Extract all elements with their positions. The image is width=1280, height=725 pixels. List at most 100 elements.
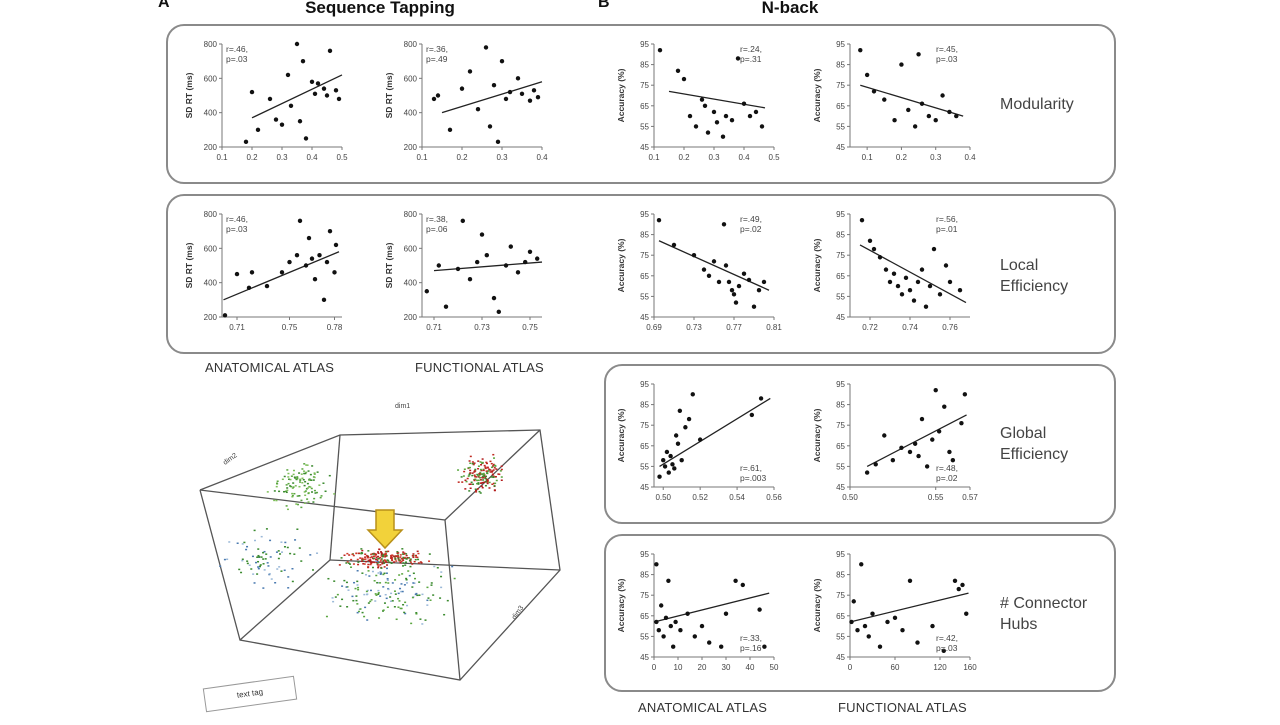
- data-point: [858, 47, 863, 53]
- data-point: [723, 113, 729, 119]
- data-point: [294, 41, 300, 47]
- cloud-point: [492, 476, 495, 479]
- cloud-point: [304, 480, 307, 483]
- cloud-point: [345, 586, 348, 588]
- cloud-point: [376, 560, 379, 563]
- regression-line: [223, 251, 340, 301]
- data-point: [443, 304, 449, 309]
- y-tick-label: 55: [640, 462, 649, 471]
- cloud-point: [373, 580, 376, 582]
- cloud-point: [291, 567, 294, 570]
- y-tick-label: 400: [204, 279, 218, 288]
- cloud-point: [246, 560, 249, 562]
- global-efficiency-label-line2: Efficiency: [1000, 446, 1069, 463]
- data-point: [882, 97, 887, 102]
- x-tick-label: 0.74: [902, 323, 918, 332]
- cloud-point: [397, 597, 400, 600]
- cloud-point: [401, 548, 404, 550]
- cloud-point: [348, 554, 351, 556]
- data-point: [871, 89, 877, 94]
- y-axis-label: Accuracy (%): [812, 68, 822, 122]
- cloud-point: [414, 554, 417, 557]
- data-point: [519, 91, 525, 96]
- local-efficiency-label-line2: Efficiency: [1000, 278, 1069, 295]
- y-tick-label: 200: [204, 313, 218, 322]
- cloud-point: [500, 465, 503, 467]
- cube-label-right: dim3: [511, 605, 525, 622]
- cloud-point: [275, 485, 278, 488]
- cloud-point: [469, 483, 472, 485]
- cloud-point: [351, 595, 354, 598]
- cloud-point: [361, 549, 364, 552]
- scatter-b-local-anatomical: 45 55 65 75 85 95 0.69 0.73 0.77 0.81 Accuracy (%)…: [612, 204, 782, 339]
- cloud-point: [280, 541, 283, 543]
- data-point: [907, 578, 913, 583]
- cloud-point: [477, 483, 480, 485]
- data-point: [723, 611, 729, 616]
- y-tick-label: 400: [204, 109, 218, 118]
- cloud-point: [300, 473, 303, 475]
- y-axis-label: Accuracy (%): [616, 578, 626, 632]
- cloud-point: [260, 556, 263, 558]
- scatter-b-local-functional: 45 55 65 75 85 95 0.72 0.74 0.76 Accuracy (%) r=.5…: [808, 204, 978, 339]
- cloud-point: [418, 594, 421, 596]
- data-point: [309, 79, 315, 84]
- data-point: [952, 578, 958, 583]
- cloud-point: [377, 552, 380, 555]
- cloud-point: [289, 478, 292, 481]
- cloud-point: [367, 563, 370, 566]
- x-tick-label: 0.1: [216, 153, 228, 162]
- stat-p-value: p=.49: [426, 54, 448, 64]
- cloud-point: [345, 562, 348, 564]
- a-functional-atlas-label: FUNCTIONAL ATLAS: [415, 360, 544, 375]
- data-point: [735, 56, 741, 61]
- cloud-point: [259, 564, 262, 566]
- data-point: [336, 96, 342, 102]
- data-point: [508, 244, 513, 249]
- cloud-point: [482, 472, 485, 475]
- scatter-svg: 45 55 65 75 85 95 0.1 0.2 0.3 0.4 Accuracy (%) r=.4…: [812, 40, 976, 162]
- data-point: [919, 267, 925, 272]
- cloud-point: [493, 464, 496, 467]
- cloud-point: [489, 469, 492, 471]
- cloud-point: [366, 555, 369, 558]
- data-point: [719, 644, 724, 649]
- data-point: [657, 474, 662, 479]
- data-point: [455, 266, 461, 272]
- cloud-point: [332, 600, 335, 603]
- cloud-point: [481, 461, 484, 464]
- cloud-point: [421, 623, 424, 625]
- cloud-point: [369, 560, 372, 562]
- x-tick-label: 60: [891, 663, 900, 672]
- regression-line: [251, 74, 343, 119]
- cloud-point: [493, 485, 496, 487]
- cloud-point: [243, 541, 246, 544]
- cloud-point: [341, 585, 344, 587]
- data-point: [664, 449, 670, 455]
- y-axis-label: SD RT (ms): [184, 72, 194, 118]
- cloud-point: [384, 593, 387, 596]
- cloud-point: [290, 485, 293, 488]
- cloud-point: [479, 461, 482, 463]
- panel-b-letter: B: [598, 0, 610, 11]
- cloud-point: [471, 461, 474, 463]
- cloud-point: [475, 491, 478, 493]
- cloud-point: [303, 472, 306, 475]
- cloud-point: [412, 553, 415, 555]
- x-tick-label: 160: [963, 663, 977, 672]
- stat-p-value: p=.01: [936, 224, 958, 234]
- data-point: [324, 93, 330, 98]
- cloud-point: [236, 542, 239, 544]
- cloud-point: [306, 482, 309, 485]
- cloud-point: [292, 469, 295, 472]
- cloud-point: [394, 558, 397, 560]
- cloud-point: [285, 491, 288, 494]
- data-point: [234, 271, 240, 277]
- cloud-point: [380, 558, 383, 560]
- brain-3d-point-cloud-figure: dim1 dim2 dim3 text tag: [180, 390, 600, 720]
- cloud-point: [287, 482, 290, 485]
- cloud-point: [356, 584, 359, 586]
- data-point: [885, 619, 890, 625]
- scatter-svg: 45 55 65 75 85 95 0.1 0.2 0.3 0.4 0.5 Accuracy (%) r…: [616, 40, 780, 162]
- cloud-point: [285, 505, 288, 507]
